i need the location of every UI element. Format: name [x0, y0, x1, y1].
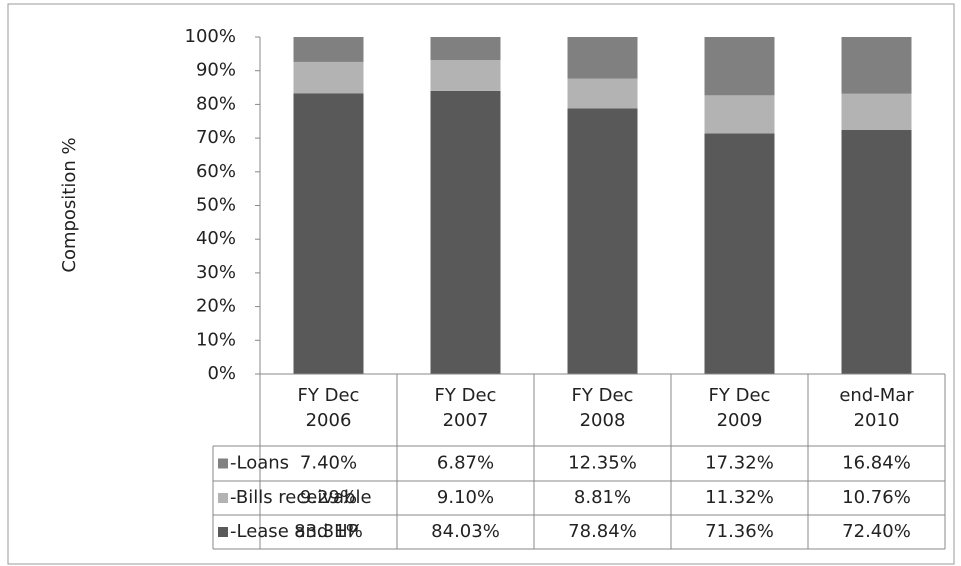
table-value: 9.29% — [300, 487, 357, 508]
x-tick-label: end-Mar 2010 — [839, 385, 914, 431]
y-tick-label: 100% — [185, 26, 236, 47]
legend-key — [218, 493, 228, 503]
x-tick-label-line: FY Dec — [709, 385, 771, 406]
x-tick-label-line: 2008 — [580, 410, 626, 431]
bar-segment — [293, 93, 364, 374]
bar-segment — [293, 61, 364, 94]
y-tick-label: 90% — [196, 60, 236, 81]
bar-segment — [704, 95, 775, 134]
bar-segment — [293, 37, 364, 62]
legend-label: -Lease and HP — [230, 521, 359, 542]
x-tick-label: FY Dec 2007 — [435, 385, 497, 431]
table-value: 10.76% — [842, 487, 911, 508]
legend-key — [218, 458, 228, 469]
y-tick-label: 70% — [196, 127, 236, 148]
x-tick-label-line: 2006 — [306, 410, 352, 431]
chart-border — [7, 3, 955, 565]
y-tick-label: 20% — [196, 296, 236, 317]
bar-segment — [704, 37, 775, 96]
y-tick-label: 80% — [196, 93, 236, 114]
table-value: 83.31% — [294, 521, 363, 542]
legend-label: -Bills receivable — [230, 487, 372, 508]
x-tick-label: FY Dec 2009 — [709, 385, 771, 431]
y-tick-label: 40% — [196, 228, 236, 249]
bar-segment — [841, 37, 912, 94]
table-value: 11.32% — [705, 487, 774, 508]
y-tick-label: 30% — [196, 262, 236, 283]
y-tick-label: 10% — [196, 329, 236, 350]
bar-segment — [841, 93, 912, 131]
table-value: 16.84% — [842, 453, 911, 474]
legend-key — [218, 527, 228, 537]
table-value: 12.35% — [568, 453, 637, 474]
bar-segment — [567, 37, 638, 79]
table-value: 9.10% — [437, 487, 494, 508]
y-tick-label: 0% — [207, 363, 236, 384]
x-tick-label: FY Dec 2008 — [572, 385, 634, 431]
x-tick-label-line: FY Dec — [298, 385, 360, 406]
bar-segment — [430, 90, 501, 374]
bar-segment — [567, 78, 638, 109]
bar-segment — [841, 130, 912, 374]
table-value: 6.87% — [437, 453, 494, 474]
bar-segment — [567, 108, 638, 374]
table-value: 8.81% — [574, 487, 631, 508]
table-value: 78.84% — [568, 521, 637, 542]
table-value: 17.32% — [705, 453, 774, 474]
x-tick-label-line: 2010 — [854, 410, 900, 431]
table-value: 71.36% — [705, 521, 774, 542]
y-axis-label: Composition % — [59, 137, 80, 272]
bar-segment — [704, 133, 775, 374]
x-tick-label-line: FY Dec — [435, 385, 497, 406]
x-tick-label-line: 2007 — [443, 410, 489, 431]
bar-segment — [430, 60, 501, 91]
table-value: 72.40% — [842, 521, 911, 542]
x-tick-label-line: 2009 — [717, 410, 763, 431]
table-value: 84.03% — [431, 521, 500, 542]
x-tick-label: FY Dec 2006 — [298, 385, 360, 431]
legend-label: -Loans — [230, 453, 289, 474]
bar-segment — [430, 37, 501, 61]
table-value: 7.40% — [300, 453, 357, 474]
y-tick-label: 50% — [196, 195, 236, 216]
x-tick-label-line: FY Dec — [572, 385, 634, 406]
x-tick-label-line: end-Mar — [839, 385, 914, 406]
y-tick-label: 60% — [196, 161, 236, 182]
